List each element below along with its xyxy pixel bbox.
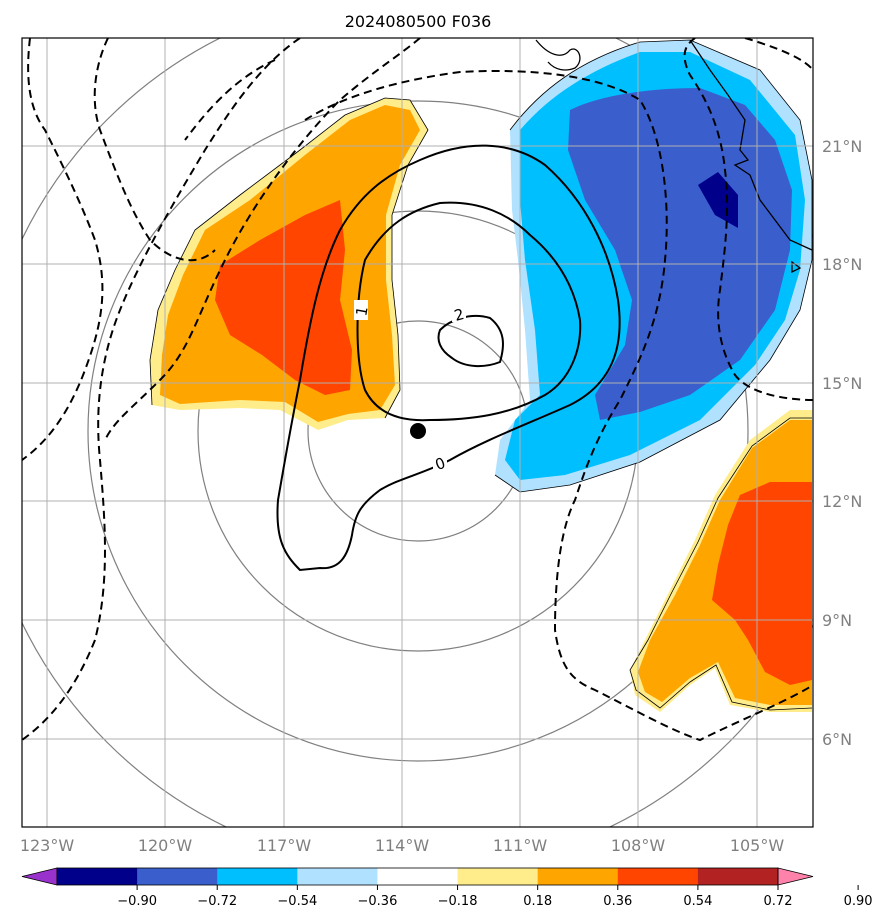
colorbar-tick-label: −0.36: [358, 894, 398, 909]
negative-contours: [22, 38, 813, 742]
lat-label: 12°N: [822, 492, 862, 511]
colorbar-tick-label: 0.72: [764, 894, 793, 909]
negative-anomaly-darkest: [698, 172, 738, 228]
lon-label: 117°W: [257, 836, 312, 855]
map-area: 2 1 0: [22, 38, 813, 827]
chart-title: 2024080500 F036: [345, 12, 492, 31]
map-frame: [21, 37, 814, 828]
latitude-labels: 21°N 18°N 15°N 12°N 9°N 6°N: [822, 137, 862, 749]
contour-label-1: 1: [352, 305, 371, 318]
colorbar-tick-label: 0.90: [844, 894, 873, 909]
lon-label: 123°W: [20, 836, 75, 855]
lat-label: 18°N: [822, 255, 862, 274]
colorbar-tick-label: −0.72: [197, 894, 237, 909]
colorbar-tick-label: 0.18: [523, 894, 552, 909]
colorbar-tick-label: 0.54: [683, 894, 712, 909]
colorbar-tick-label: −0.54: [277, 894, 317, 909]
positive-contours: [276, 144, 621, 572]
lon-label: 111°W: [493, 836, 548, 855]
lon-label: 114°W: [375, 836, 430, 855]
coastline: [535, 39, 813, 274]
contour-label-2: 2: [452, 305, 466, 325]
lon-label: 105°W: [730, 836, 785, 855]
colorbar: −0.90 −0.72 −0.54 −0.36 −0.18 0.18 0.36 0.54 0.7…: [21, 867, 873, 909]
gridlines: [22, 38, 813, 827]
colorbar-segment: [377, 868, 459, 885]
colorbar-segment: [697, 868, 779, 885]
lat-label: 21°N: [822, 137, 862, 156]
lat-label: 9°N: [822, 611, 852, 630]
colorbar-segment: [617, 868, 699, 885]
contour-labels: 2 1 0: [352, 300, 466, 474]
colorbar-tick-label: 0.36: [603, 894, 632, 909]
colorbar-tick-label: −0.90: [117, 894, 157, 909]
colorbar-extend-max: [777, 867, 814, 886]
colorbar-segment: [297, 868, 378, 885]
lat-label: 15°N: [822, 374, 862, 393]
colorbar-segment: [537, 868, 619, 885]
negative-anomaly-dark: [568, 88, 792, 420]
colorbar-segment: [57, 868, 138, 885]
longitude-labels: 123°W 120°W 117°W 114°W 111°W 108°W 105°…: [20, 836, 785, 855]
storm-center-marker: [410, 423, 426, 439]
colorbar-segment: [457, 868, 539, 885]
colorbar-segment: [137, 868, 218, 885]
positive-anomaly-red-right: [712, 482, 812, 685]
lon-label: 120°W: [138, 836, 193, 855]
colorbar-segment: [217, 868, 298, 885]
colorbar-extend-min: [21, 867, 58, 886]
colorbar-frame: [56, 867, 779, 886]
lon-label: 108°W: [611, 836, 666, 855]
lat-label: 6°N: [822, 730, 852, 749]
colorbar-tick-label: −0.18: [438, 894, 478, 909]
